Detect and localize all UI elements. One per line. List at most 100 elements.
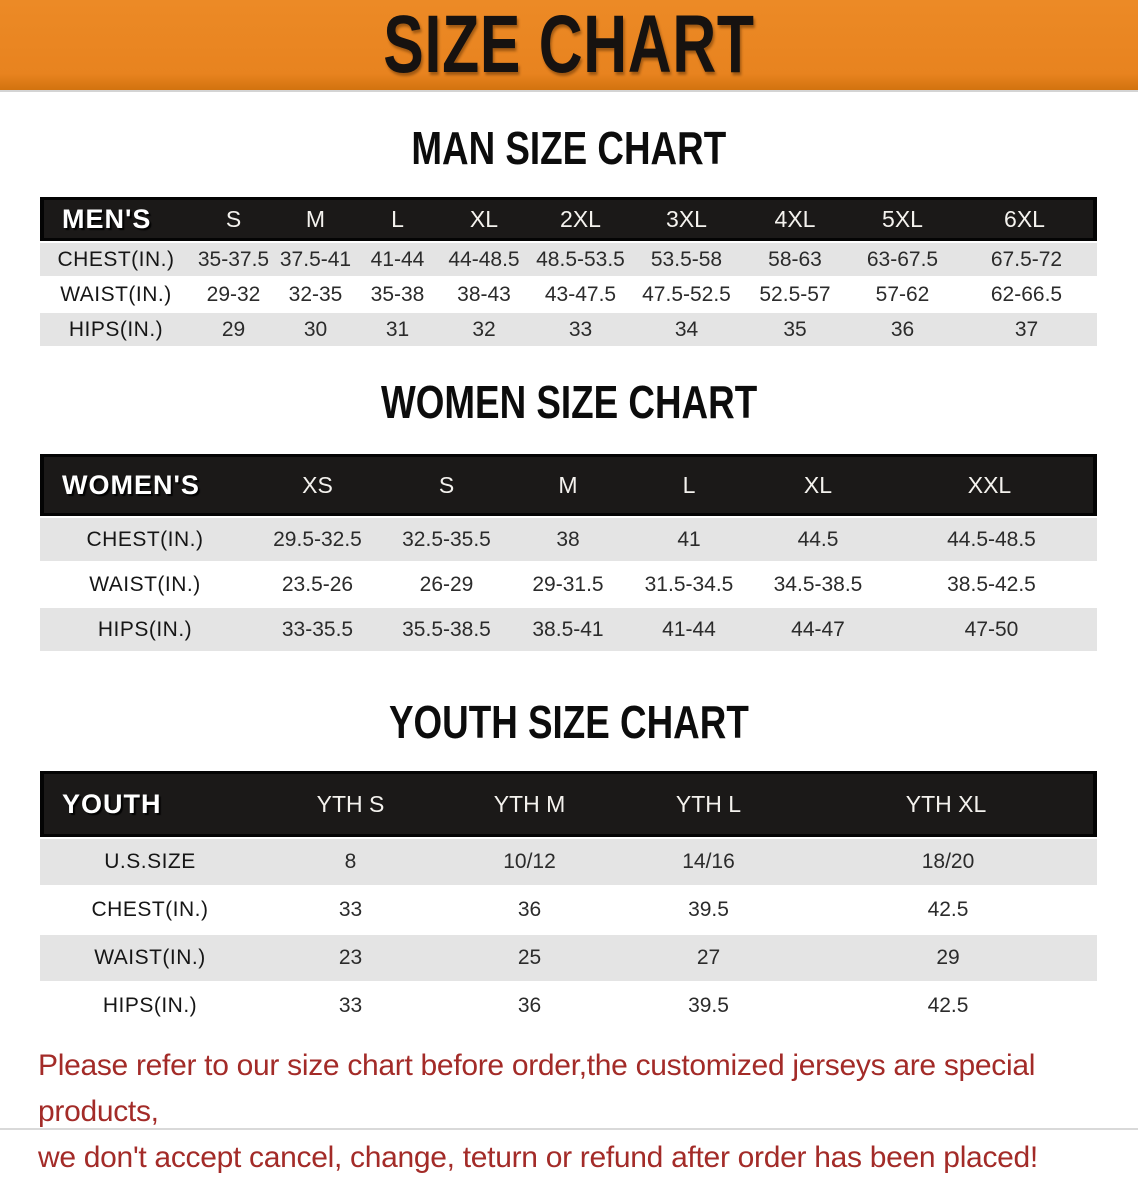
size-value: 33 (260, 983, 441, 1029)
size-value: 41 (628, 518, 750, 561)
size-value: 37.5-41 (275, 243, 356, 276)
size-value: 44.5 (750, 518, 886, 561)
size-value: 44-48.5 (439, 243, 529, 276)
men-waist-row: WAIST(IN.) 29-32 32-35 35-38 38-43 43-47… (40, 278, 1097, 311)
column-header: S (385, 454, 508, 516)
men-size-table: MEN'S S M L XL 2XL 3XL 4XL 5XL 6XL CHEST… (40, 195, 1097, 348)
row-label: WAIST(IN.) (40, 278, 192, 311)
size-value: 37 (956, 313, 1097, 346)
column-header: L (356, 197, 439, 241)
women-group-label: WOMEN'S (40, 454, 250, 516)
size-value: 42.5 (799, 983, 1097, 1029)
size-value: 48.5-53.5 (529, 243, 632, 276)
youth-waist-row: WAIST(IN.) 23 25 27 29 (40, 935, 1097, 981)
size-value: 29-31.5 (508, 563, 628, 606)
size-value: 32-35 (275, 278, 356, 311)
size-value: 47-50 (886, 608, 1097, 651)
men-header-row: MEN'S S M L XL 2XL 3XL 4XL 5XL 6XL (40, 197, 1097, 241)
size-value: 38-43 (439, 278, 529, 311)
column-header: 2XL (529, 197, 632, 241)
size-value: 34.5-38.5 (750, 563, 886, 606)
column-header: M (275, 197, 356, 241)
row-label: WAIST(IN.) (40, 563, 250, 606)
column-header: L (628, 454, 750, 516)
section-heading-men: MAN SIZE CHART (0, 124, 1138, 172)
row-label: HIPS(IN.) (40, 608, 250, 651)
women-header-row: WOMEN'S XS S M L XL XXL (40, 454, 1097, 516)
size-value: 47.5-52.5 (632, 278, 741, 311)
size-value: 38.5-42.5 (886, 563, 1097, 606)
size-value: 8 (260, 839, 441, 885)
size-value: 31 (356, 313, 439, 346)
column-header: 3XL (632, 197, 741, 241)
size-value: 44.5-48.5 (886, 518, 1097, 561)
size-value: 29.5-32.5 (250, 518, 385, 561)
size-value: 26-29 (385, 563, 508, 606)
column-header: 6XL (956, 197, 1097, 241)
bottom-divider (0, 1128, 1138, 1130)
women-heading-text: WOMEN SIZE CHART (380, 376, 758, 428)
size-value: 35.5-38.5 (385, 608, 508, 651)
row-label: CHEST(IN.) (40, 518, 250, 561)
women-size-table: WOMEN'S XS S M L XL XXL CHEST(IN.) 29.5-… (40, 452, 1097, 653)
size-value: 36 (441, 887, 618, 933)
size-value: 36 (849, 313, 956, 346)
size-value: 30 (275, 313, 356, 346)
column-header: 4XL (741, 197, 849, 241)
youth-header-row: YOUTH YTH S YTH M YTH L YTH XL (40, 771, 1097, 837)
men-hips-row: HIPS(IN.) 29 30 31 32 33 34 35 36 37 (40, 313, 1097, 346)
youth-size-table: YOUTH YTH S YTH M YTH L YTH XL U.S.SIZE … (40, 769, 1097, 1031)
men-group-label: MEN'S (40, 197, 192, 241)
column-header: XL (750, 454, 886, 516)
column-header: S (192, 197, 275, 241)
column-header: 5XL (849, 197, 956, 241)
size-value: 62-66.5 (956, 278, 1097, 311)
column-header: YTH L (618, 771, 799, 837)
disclaimer-line-1: Please refer to our size chart before or… (38, 1049, 1036, 1128)
size-value: 14/16 (618, 839, 799, 885)
size-value: 35 (741, 313, 849, 346)
size-chart-banner: SIZE CHART (0, 0, 1138, 92)
size-value: 41-44 (356, 243, 439, 276)
section-heading-women: WOMEN SIZE CHART (0, 378, 1138, 426)
women-waist-row: WAIST(IN.) 23.5-26 26-29 29-31.5 31.5-34… (40, 563, 1097, 606)
disclaimer-note: Please refer to our size chart before or… (0, 1043, 1138, 1181)
size-value: 10/12 (441, 839, 618, 885)
women-hips-row: HIPS(IN.) 33-35.5 35.5-38.5 38.5-41 41-4… (40, 608, 1097, 651)
size-value: 35-37.5 (192, 243, 275, 276)
column-header: YTH XL (799, 771, 1097, 837)
size-value: 27 (618, 935, 799, 981)
youth-heading-text: YOUTH SIZE CHART (389, 696, 749, 748)
size-value: 67.5-72 (956, 243, 1097, 276)
column-header: M (508, 454, 628, 516)
size-value: 58-63 (741, 243, 849, 276)
size-value: 42.5 (799, 887, 1097, 933)
size-value: 63-67.5 (849, 243, 956, 276)
women-chest-row: CHEST(IN.) 29.5-32.5 32.5-35.5 38 41 44.… (40, 518, 1097, 561)
size-value: 39.5 (618, 887, 799, 933)
youth-group-label: YOUTH (40, 771, 260, 837)
section-heading-youth: YOUTH SIZE CHART (0, 698, 1138, 746)
row-label: HIPS(IN.) (40, 313, 192, 346)
size-value: 34 (632, 313, 741, 346)
disclaimer-line-2: we don't accept cancel, change, teturn o… (38, 1141, 1038, 1174)
row-label: WAIST(IN.) (40, 935, 260, 981)
youth-ussize-row: U.S.SIZE 8 10/12 14/16 18/20 (40, 839, 1097, 885)
men-heading-text: MAN SIZE CHART (411, 122, 727, 174)
youth-hips-row: HIPS(IN.) 33 36 39.5 42.5 (40, 983, 1097, 1029)
size-value: 44-47 (750, 608, 886, 651)
column-header: YTH M (441, 771, 618, 837)
size-value: 31.5-34.5 (628, 563, 750, 606)
size-value: 18/20 (799, 839, 1097, 885)
column-header: YTH S (260, 771, 441, 837)
size-value: 38 (508, 518, 628, 561)
men-chest-row: CHEST(IN.) 35-37.5 37.5-41 41-44 44-48.5… (40, 243, 1097, 276)
row-label: CHEST(IN.) (40, 243, 192, 276)
size-value: 29 (192, 313, 275, 346)
size-value: 29 (799, 935, 1097, 981)
page-title: SIZE CHART (383, 0, 755, 90)
size-value: 33 (260, 887, 441, 933)
size-value: 52.5-57 (741, 278, 849, 311)
size-value: 35-38 (356, 278, 439, 311)
size-value: 38.5-41 (508, 608, 628, 651)
